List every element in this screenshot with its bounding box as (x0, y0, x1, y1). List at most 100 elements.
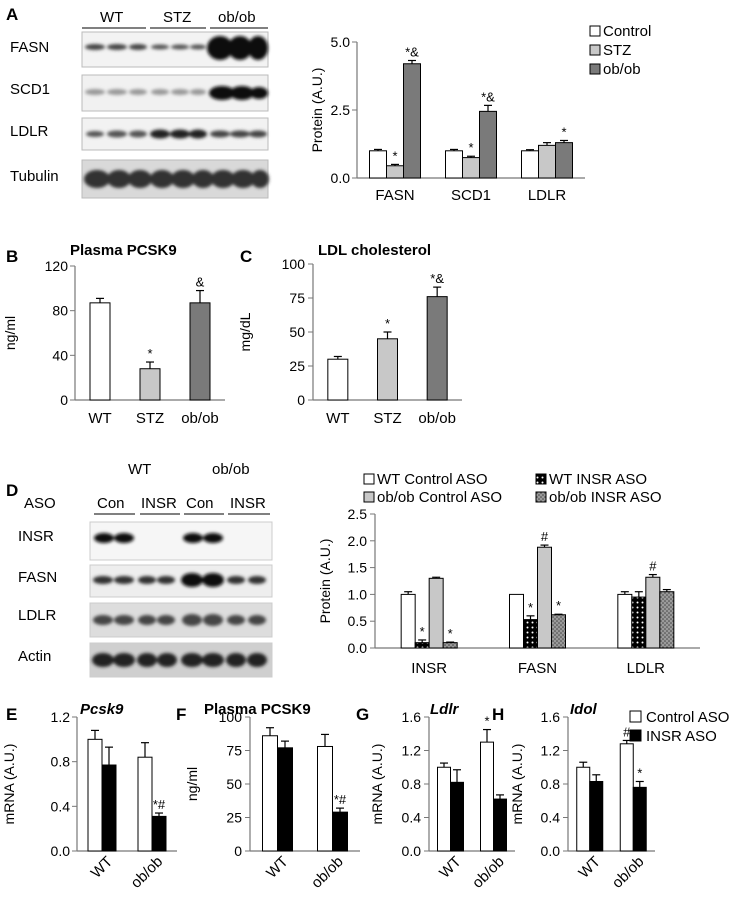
charts-layer: 0.0 2.5 5.0 Protein (A.U.) FASN * *& SCD1 * *& LDL… (1, 23, 729, 892)
blot-a-row-fasn: FASN (10, 39, 49, 56)
blot-a-strip-tubulin (81, 159, 269, 199)
bar (445, 150, 463, 179)
bar (537, 546, 552, 649)
chart-a: 0.0 2.5 5.0 Protein (A.U.) FASN * *& SCD1 * *& LDL… (309, 34, 585, 204)
y-tick-label: 1.5 (348, 560, 368, 576)
blot-a-strip-scd1 (81, 74, 269, 112)
bar (437, 766, 451, 852)
bar (576, 766, 591, 852)
bar (426, 296, 448, 401)
significance-mark: *# (153, 797, 166, 812)
y-tick-label: 1.2 (402, 743, 422, 759)
significance-mark: * (484, 714, 489, 729)
y-tick-label: 1.2 (51, 709, 71, 725)
y-tick-label: 25 (289, 358, 305, 374)
blot-d-lane-insr-2: INSR (230, 495, 266, 512)
chart-title: Plasma PCSK9 (204, 701, 311, 718)
x-tick-label: SCD1 (451, 187, 491, 204)
y-tick-label: 40 (52, 347, 68, 363)
significance-mark: *& (405, 44, 419, 59)
panel-label-b: B (6, 247, 18, 266)
y-tick-label: 0.4 (541, 810, 561, 826)
legend-a: Control STZ ob/ob (589, 23, 651, 78)
bar (151, 815, 167, 852)
bar (386, 165, 404, 179)
bar (551, 614, 566, 649)
chart-f: F Plasma PCSK9 0 25 50 75 100 ng/ml WT ob/ob *# (176, 701, 360, 892)
blot-a-row-tubulin: Tubulin (10, 168, 59, 185)
bar (659, 591, 675, 649)
y-tick-label: 2.5 (348, 506, 368, 522)
bar (332, 811, 348, 852)
y-axis-label: mRNA (A.U.) (369, 744, 385, 825)
y-tick-label: 0.0 (51, 843, 71, 859)
x-tick-label: WT (326, 410, 349, 427)
chart-g: G Ldlr 0.0 0.4 0.8 1.2 1.6 mRNA (A.U.) WT ob/ob * (356, 701, 515, 892)
y-tick-label: 2.5 (331, 102, 351, 118)
panel-label-d: D (6, 481, 18, 500)
legend-d: WT Control ASO WT INSR ASO ob/ob Control A… (363, 471, 662, 506)
y-axis-label: Protein (A.U.) (317, 539, 333, 624)
x-tick-label: WT (88, 853, 117, 882)
blot-d-row-ldlr: LDLR (18, 607, 57, 624)
panel-d-blot: D WT ob/ob ASO Con INSR Con INSR INSR FA… (6, 461, 273, 678)
bar (400, 593, 416, 649)
chart-title: LDL cholesterol (318, 242, 431, 259)
significance-mark: * (147, 346, 152, 361)
legend-label: STZ (603, 42, 631, 59)
bar (632, 786, 647, 852)
significance-mark: * (561, 124, 566, 139)
y-tick-label: 2.0 (348, 533, 368, 549)
y-tick-label: 0.0 (541, 843, 561, 859)
bar (521, 150, 539, 179)
bar (462, 157, 480, 179)
significance-mark: * (385, 316, 390, 331)
bar (317, 745, 333, 852)
y-tick-label: 1.0 (348, 586, 368, 602)
y-tick-label: 0 (60, 392, 68, 408)
significance-mark: * (448, 626, 453, 641)
y-tick-label: 80 (52, 303, 68, 319)
legend-label: ob/ob INSR ASO (549, 489, 662, 506)
y-tick-label: 0.5 (348, 613, 368, 629)
significance-mark: # (541, 529, 549, 544)
y-axis-label: mRNA (A.U.) (509, 744, 525, 825)
blot-d-row-fasn: FASN (18, 569, 57, 586)
bar (619, 743, 634, 852)
y-tick-label: 75 (289, 290, 305, 306)
bar (509, 593, 524, 649)
y-axis-label: mg/dL (237, 312, 253, 351)
x-tick-label: ob/ob (609, 853, 648, 892)
bar (555, 142, 573, 179)
y-tick-label: 75 (226, 743, 242, 759)
legend-label: WT Control ASO (377, 471, 488, 488)
legend-swatch (589, 63, 601, 75)
y-tick-label: 0.8 (51, 754, 71, 770)
blot-d-row-actin: Actin (18, 648, 51, 665)
x-tick-label: INSR (411, 660, 447, 677)
blot-a-group-stz: STZ (163, 9, 191, 26)
x-tick-label: WT (575, 853, 604, 882)
y-tick-label: 5.0 (331, 34, 351, 50)
significance-mark: *& (481, 89, 495, 104)
blot-d-strip-actin (89, 642, 273, 678)
bar (617, 593, 633, 649)
blot-a-strip-ldlr (81, 117, 269, 151)
blot-a-strip-fasn (81, 31, 269, 68)
legend-swatch (363, 473, 375, 485)
legend-swatch (589, 44, 601, 56)
blot-d-lane-insr-1: INSR (141, 495, 177, 512)
blot-a-row-ldlr: LDLR (10, 123, 49, 140)
blot-a-group-wt: WT (100, 9, 123, 26)
y-tick-label: 0.8 (402, 776, 422, 792)
significance-mark: * (392, 148, 397, 163)
bar (327, 358, 349, 401)
significance-mark: * (420, 624, 425, 639)
y-tick-label: 0.8 (541, 776, 561, 792)
significance-mark: * (556, 598, 561, 613)
y-tick-label: 100 (282, 256, 306, 272)
x-tick-label: STZ (136, 410, 164, 427)
x-tick-label: WT (88, 410, 111, 427)
legend-label: WT INSR ASO (549, 471, 647, 488)
blot-d-row-insr: INSR (18, 528, 54, 545)
